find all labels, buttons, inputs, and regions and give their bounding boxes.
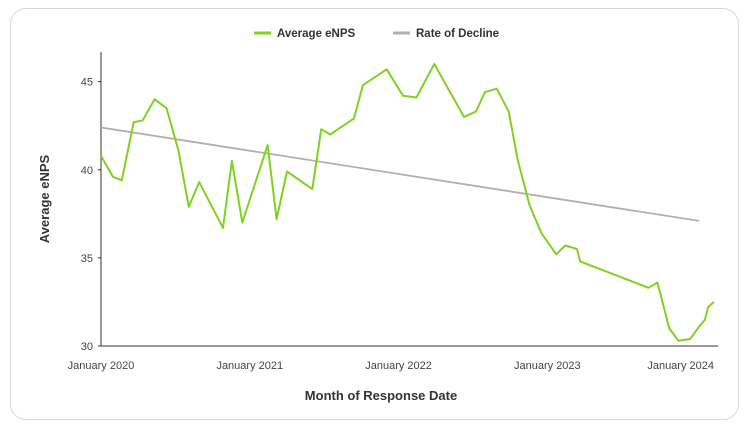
y-tick-label: 45 [81, 77, 93, 89]
y-tick-labels: 30 35 40 45 [81, 77, 101, 353]
legend: Average eNPS Rate of Decline [254, 28, 499, 40]
series-line-average-enps [100, 63, 715, 342]
x-tick-label: January 2020 [68, 360, 135, 372]
series-group [100, 63, 715, 342]
legend-label-rate-of-decline: Rate of Decline [416, 28, 499, 40]
series-line-rate-of-decline [100, 126, 700, 222]
legend-label-average-enps: Average eNPS [277, 28, 356, 40]
y-axis-title: Average eNPS [37, 154, 52, 243]
x-tick-label: January 2023 [514, 360, 581, 372]
x-tick-label: January 2022 [365, 360, 432, 372]
y-tick-label: 35 [81, 253, 93, 265]
x-tick-labels: January 2020 January 2021 January 2022 Janu… [68, 360, 714, 372]
x-axis-title: Month of Response Date [305, 388, 457, 403]
y-tick-label: 40 [81, 165, 93, 177]
x-tick-label: January 2021 [216, 360, 283, 372]
y-tick-label: 30 [81, 341, 93, 353]
x-tick-label: January 2024 [647, 360, 714, 372]
